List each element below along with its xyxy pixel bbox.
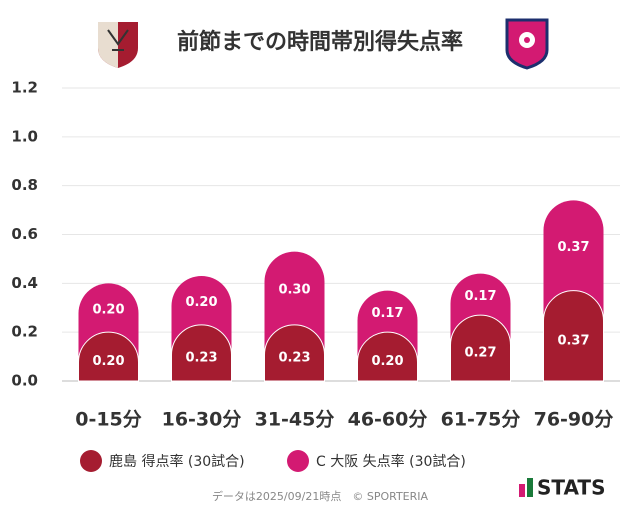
data-label: 0.23 (185, 350, 217, 365)
legend-marker (80, 450, 102, 472)
data-label: 0.17 (371, 306, 403, 321)
logo-mark (527, 478, 533, 497)
data-label: 0.23 (278, 350, 310, 365)
data-label: 0.37 (557, 240, 589, 255)
chart-title: 前節までの時間帯別得失点率 (177, 29, 463, 55)
y-tick-label: 0.0 (11, 372, 38, 390)
legend-marker (287, 450, 309, 472)
y-tick-label: 0.2 (11, 323, 38, 341)
x-tick-label: 76-90分 (534, 409, 614, 431)
x-tick-label: 61-75分 (441, 409, 521, 431)
data-label: 0.20 (371, 354, 403, 369)
home-logo (98, 22, 138, 68)
data-label: 0.17 (464, 289, 496, 304)
data-label: 0.37 (557, 333, 589, 348)
y-tick-label: 0.8 (11, 176, 38, 194)
bar-segment (264, 324, 325, 382)
bar-segment (78, 331, 139, 382)
data-label: 0.20 (92, 302, 124, 317)
bar-segment (171, 324, 232, 382)
x-tick-label: 0-15分 (75, 409, 142, 431)
logo-text: STATS (537, 476, 605, 500)
bar-segment (450, 314, 511, 382)
x-tick-label: 46-60分 (348, 409, 428, 431)
legend-label: 鹿島 得点率 (30試合) (109, 453, 245, 470)
legend-label: C 大阪 失点率 (30試合) (316, 453, 466, 470)
x-tick-label: 16-30分 (162, 409, 242, 431)
y-tick-label: 0.6 (11, 225, 38, 243)
x-tick-label: 31-45分 (255, 409, 335, 431)
logo-mark (519, 484, 525, 497)
away-logo (505, 18, 549, 70)
y-tick-label: 1.0 (11, 127, 38, 145)
data-label: 0.30 (278, 283, 310, 298)
y-tick-label: 0.4 (11, 274, 38, 292)
bar-segment (543, 290, 604, 382)
footer: データは2025/09/21時点 © SPORTERIA (212, 489, 429, 503)
data-label: 0.27 (464, 346, 496, 361)
y-tick-label: 1.2 (11, 79, 38, 97)
bar-segment (543, 200, 604, 321)
data-label: 0.20 (185, 295, 217, 310)
data-label: 0.20 (92, 354, 124, 369)
bar-segment (357, 331, 418, 382)
